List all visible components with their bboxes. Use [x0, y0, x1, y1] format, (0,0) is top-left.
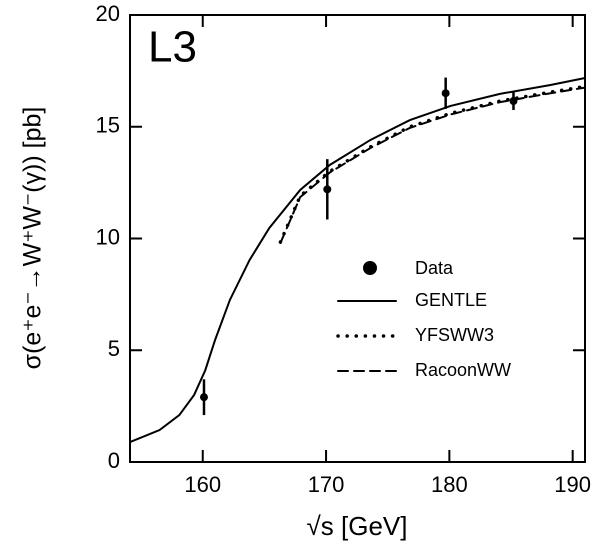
line-series — [129, 77, 586, 444]
y-tick-label: 15 — [96, 113, 120, 138]
x-tick-label: 180 — [431, 472, 468, 497]
line-series — [278, 84, 587, 244]
x-axis-label: √s [GeV] — [307, 511, 408, 541]
y-tick-label: 5 — [108, 336, 120, 361]
y-axis-label: σ(e⁺e⁻→W⁺W⁻(γ)) [pb] — [19, 107, 47, 370]
x-tick-label: 160 — [184, 472, 221, 497]
legend-label: Data — [415, 258, 454, 278]
line-series — [279, 86, 586, 244]
legend-label: YFSWW3 — [415, 325, 494, 345]
data-point — [441, 89, 450, 98]
x-tick-label: 170 — [308, 472, 345, 497]
chart-title: L3 — [148, 23, 197, 72]
x-tick-label: 190 — [554, 472, 591, 497]
data-point — [199, 393, 208, 402]
legend-label: RacoonWW — [415, 360, 511, 380]
legend-label: GENTLE — [415, 290, 487, 310]
y-tick-label: 10 — [96, 224, 120, 249]
data-point — [323, 185, 332, 194]
y-tick-label: 20 — [96, 1, 120, 26]
plot-frame — [129, 14, 586, 463]
y-tick-label: 0 — [108, 448, 120, 473]
data-point — [509, 97, 518, 106]
legend-marker — [363, 261, 377, 275]
